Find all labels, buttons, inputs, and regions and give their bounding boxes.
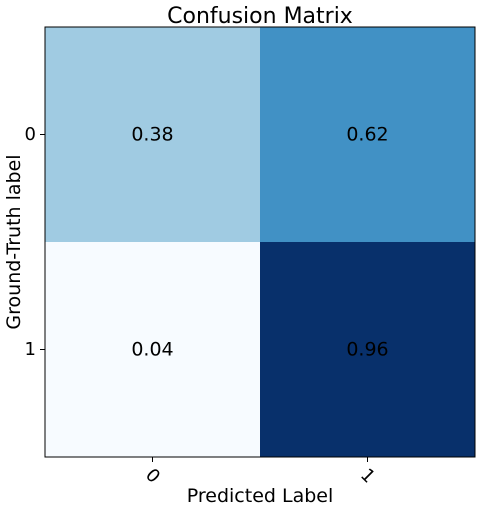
heatmap-cells <box>45 27 475 457</box>
y-tick-label-0: 0 <box>25 124 36 145</box>
heatmap-cell-r1-c1 <box>260 242 475 457</box>
heatmap-cell-r0-c0 <box>45 27 260 242</box>
y-axis-ticks: 01 <box>25 124 45 360</box>
heatmap-cell-labels: 0.38 0.62 0.04 0.96 <box>131 124 388 361</box>
heatmap-cell-label-r1-c1: 0.96 <box>346 339 388 361</box>
x-tick-label-1: 1 <box>356 465 379 488</box>
y-tick-label-1: 1 <box>25 339 36 360</box>
heatmap-cell-label-r0-c1: 0.62 <box>346 124 388 146</box>
x-axis-label: Predicted Label <box>187 485 334 507</box>
heatmap-cell-r0-c1 <box>260 27 475 242</box>
heatmap-cell-label-r0-c0: 0.38 <box>131 124 173 146</box>
plot-frame <box>44 26 476 458</box>
heatmap-cell-label-r1-c0: 0.04 <box>131 339 173 361</box>
heatmap-cell-r1-c0 <box>45 242 260 457</box>
chart-title: Confusion Matrix <box>167 4 353 29</box>
y-axis-label: Ground-Truth label <box>3 154 25 329</box>
x-tick-label-0: 0 <box>141 465 164 488</box>
